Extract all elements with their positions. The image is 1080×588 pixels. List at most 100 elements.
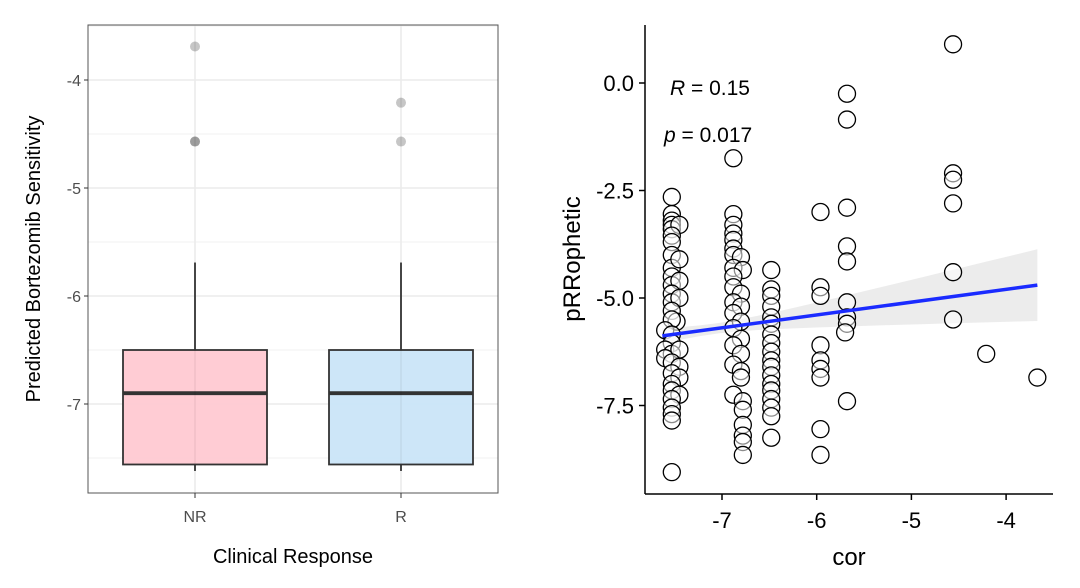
scatter-point — [762, 280, 781, 299]
scatter-point — [724, 303, 743, 323]
scatter-point — [724, 293, 743, 312]
outlier-point — [396, 136, 406, 147]
scatter-point — [662, 293, 681, 312]
scatter-point — [662, 204, 681, 224]
left-panel-border — [87, 24, 499, 494]
right-y-tick-label: -5.0 — [596, 286, 634, 311]
scatter-point — [731, 284, 751, 303]
left-y-tick-label: -4 — [67, 73, 81, 90]
scatter-point — [731, 297, 751, 316]
right-y-tick-label: 0.0 — [603, 71, 634, 96]
scatter-point — [724, 215, 743, 235]
scatter-point — [662, 411, 681, 430]
scatter-point — [724, 336, 743, 355]
scatter-point — [670, 340, 689, 359]
scatter-point — [670, 288, 689, 308]
scatter-point — [762, 314, 781, 333]
scatter-point — [670, 357, 689, 376]
scatter-point — [733, 260, 752, 280]
scatter-point — [667, 312, 686, 331]
confidence-band — [662, 249, 1038, 344]
right-x-ticks: -7 -6 -5 -4 — [712, 494, 1016, 533]
left-y-ticks: -4 -5 -6 -7 — [67, 73, 88, 414]
scatter-point — [762, 398, 781, 417]
scatter-point — [943, 170, 963, 189]
stat-r-annotation: R = 0.15 — [670, 77, 750, 100]
left-boxes — [122, 41, 474, 471]
scatter-point — [724, 318, 743, 338]
scatter-point — [837, 110, 857, 129]
scatter-point — [662, 344, 681, 364]
stat-p-label: p — [663, 124, 676, 147]
scatter-point — [662, 398, 681, 417]
scatter-point — [811, 202, 830, 222]
scatter-point — [837, 392, 857, 411]
scatter-point — [662, 187, 681, 207]
boxplot-chart: -4 -5 -6 -7 NR R Clinical Response Predicted… — [23, 24, 499, 568]
scatter-point — [762, 260, 781, 280]
left-x-ticks: NR R — [183, 493, 407, 526]
scatter-point — [762, 381, 781, 400]
scatter-point — [837, 198, 857, 217]
scatter-point — [943, 310, 963, 329]
scatter-point — [724, 224, 743, 243]
left-x-tick-label: NR — [183, 509, 206, 526]
scatter-point — [662, 404, 681, 424]
left-y-tick-label: -5 — [67, 181, 81, 198]
scatter-point — [762, 325, 781, 344]
scatter-point — [662, 333, 681, 353]
scatter-point — [656, 321, 675, 340]
scatter-point — [762, 357, 781, 376]
scatter-point — [662, 232, 681, 252]
scatter-point — [731, 329, 751, 349]
scatter-point — [733, 426, 752, 445]
scatter-point — [731, 368, 751, 387]
scatter-point — [811, 419, 830, 439]
scatter-point — [662, 325, 681, 344]
scatter-point — [662, 267, 681, 286]
scatter-point — [662, 284, 681, 303]
scatter-point — [724, 385, 743, 404]
regression-line — [662, 283, 1038, 338]
scatter-point — [1028, 368, 1047, 387]
scatter-point — [943, 35, 963, 54]
scatter-point — [943, 164, 963, 183]
scatter-point — [731, 312, 751, 331]
regression-ci-band — [662, 249, 1038, 344]
scatter-point — [811, 351, 830, 370]
scatter-point — [762, 351, 781, 370]
box-r — [328, 349, 474, 466]
scatter-point — [724, 230, 743, 250]
scatter-point — [811, 368, 830, 387]
scatter-point — [762, 342, 781, 361]
left-x-axis-title: Clinical Response — [213, 546, 373, 568]
right-x-tick-label: -6 — [807, 508, 827, 533]
scatter-point — [837, 308, 857, 327]
scatter-point — [662, 275, 681, 295]
scatter-point — [662, 381, 681, 400]
scatter-point — [724, 149, 743, 168]
scatter-point — [733, 415, 752, 435]
right-y-axis-title: pRRophetic — [559, 196, 586, 321]
scatter-point — [837, 252, 857, 271]
scatter-point — [724, 355, 743, 374]
scatter-point — [724, 278, 743, 297]
scatter-point — [837, 237, 857, 256]
scatter-point — [724, 245, 743, 265]
scatter-point — [837, 84, 857, 103]
right-y-tick-label: -7.5 — [596, 394, 634, 419]
right-y-ticks: 0.0 -2.5 -5.0 -7.5 — [596, 71, 645, 419]
left-y-tick-label: -7 — [67, 397, 81, 414]
scatter-point — [662, 310, 681, 329]
outlier-point — [190, 136, 200, 147]
scatter-point — [811, 336, 830, 355]
scatter-point — [662, 462, 681, 482]
scatter-point — [762, 308, 781, 327]
scatter-point — [762, 389, 781, 409]
scatter-point — [762, 297, 781, 316]
scatter-point — [943, 194, 963, 213]
scatter-point — [670, 271, 689, 290]
scatter-point — [762, 333, 781, 353]
scatter-point — [811, 286, 830, 306]
scatter-point — [724, 267, 743, 286]
